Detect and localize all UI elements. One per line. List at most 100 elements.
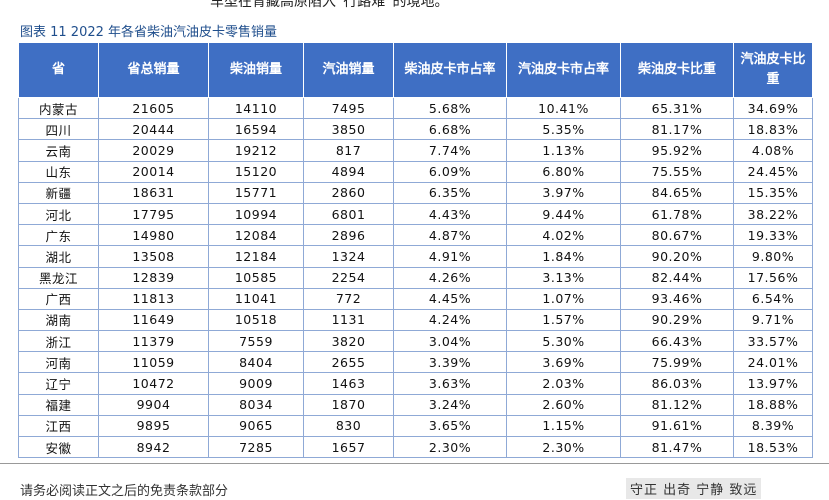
- table-cell: 10518: [208, 308, 304, 332]
- table-cell: 3.69%: [506, 351, 621, 374]
- table-cell: 20014: [98, 160, 209, 183]
- table-cell: 81.17%: [620, 118, 734, 141]
- table-cell: 11379: [98, 330, 209, 353]
- table-cell: 81.47%: [620, 435, 734, 459]
- table-cell: 6.80%: [506, 160, 621, 183]
- table-cell: 4.45%: [393, 287, 507, 310]
- table-cell: 湖南: [18, 308, 99, 332]
- table-cell: 12839: [98, 266, 209, 289]
- table-cell: 7285: [208, 435, 304, 459]
- table-cell: 15771: [208, 181, 304, 204]
- table-row: 黑龙江 12839 10585 2254 4.26% 3.13% 82.44% 17.56%: [18, 266, 813, 289]
- table-cell: 1.57%: [506, 308, 621, 332]
- table-cell: 6.68%: [393, 118, 507, 141]
- table-cell: 84.65%: [620, 181, 734, 204]
- table-cell: 17.56%: [733, 266, 813, 289]
- table-cell: 9065: [208, 414, 304, 438]
- table-cell: 广西: [18, 287, 99, 310]
- table-row: 河南 11059 8404 2655 3.39% 3.69% 75.99% 24.01%: [18, 351, 813, 374]
- table-cell: 4.24%: [393, 308, 507, 332]
- table-cell: 1324: [303, 245, 394, 268]
- table-cell: 2896: [303, 224, 394, 247]
- table-cell: 12184: [208, 245, 304, 268]
- table-cell: 61.78%: [620, 202, 734, 226]
- table-cell: 4.43%: [393, 202, 507, 226]
- table-cell: 6.09%: [393, 160, 507, 183]
- table-cell: 20444: [98, 118, 209, 141]
- table-cell: 7.74%: [393, 139, 507, 162]
- table-cell: 90.29%: [620, 308, 734, 332]
- table-cell: 9009: [208, 372, 304, 395]
- table-cell: 2655: [303, 351, 394, 374]
- table-cell: 10994: [208, 202, 304, 226]
- table-cell: 4.26%: [393, 266, 507, 289]
- table-cell: 1131: [303, 308, 394, 332]
- table-row: 广西 11813 11041 772 4.45% 1.07% 93.46% 6.54%: [18, 287, 813, 310]
- table-cell: 山东: [18, 160, 99, 183]
- table-cell: 江西: [18, 414, 99, 438]
- column-header: 汽油销量: [303, 42, 394, 98]
- table-cell: 9.71%: [733, 308, 813, 332]
- table-cell: 9895: [98, 414, 209, 438]
- table-cell: 20029: [98, 139, 209, 162]
- table-row: 河北 17795 10994 6801 4.43% 9.44% 61.78% 38.22%: [18, 202, 813, 226]
- table-cell: 772: [303, 287, 394, 310]
- table-cell: 80.67%: [620, 224, 734, 247]
- sales-table: 省省总销量 柴油销量 汽油销量 柴油皮卡市占率 汽油皮卡市占率 柴油皮卡比重 汽油皮卡比重 …: [18, 42, 813, 459]
- table-cell: 11649: [98, 308, 209, 332]
- table-row: 江西 9895 9065 830 3.65% 1.15% 91.61% 8.39%: [18, 414, 813, 438]
- table-row: 新疆 18631 15771 2860 6.35% 3.97% 84.65% 15.35%: [18, 181, 813, 204]
- table-cell: 6.54%: [733, 287, 813, 310]
- table-cell: 5.30%: [506, 330, 621, 353]
- table-cell: 16594: [208, 118, 304, 141]
- table-cell: 1.13%: [506, 139, 621, 162]
- table-cell: 18631: [98, 181, 209, 204]
- motto: 守正 出奇 宁静 致远: [626, 478, 762, 499]
- table-cell: 75.99%: [620, 351, 734, 374]
- column-header: 省: [18, 42, 99, 98]
- table-cell: 四川: [18, 118, 99, 141]
- table-cell: 19212: [208, 139, 304, 162]
- table-cell: 7495: [303, 96, 394, 120]
- table-cell: 66.43%: [620, 330, 734, 353]
- table-cell: 1.84%: [506, 245, 621, 268]
- table-cell: 15120: [208, 160, 304, 183]
- table-cell: 817: [303, 139, 394, 162]
- table-cell: 90.20%: [620, 245, 734, 268]
- table-cell: 11059: [98, 351, 209, 374]
- table-cell: 河北: [18, 202, 99, 226]
- table-cell: 38.22%: [733, 202, 813, 226]
- table-body: 内蒙古 21605 14110 7495 5.68% 10.41% 65.31% 34.69%…: [18, 96, 813, 459]
- table-cell: 4894: [303, 160, 394, 183]
- header-row: 省省总销量 柴油销量 汽油销量 柴油皮卡市占率 汽油皮卡市占率 柴油皮卡比重 汽油皮卡比重: [18, 42, 813, 98]
- lead-text: 车型在青藏高原陷入“行路难”的境地。: [210, 0, 449, 10]
- table-cell: 8034: [208, 393, 304, 416]
- table-cell: 18.83%: [733, 118, 813, 141]
- footer-rule: [0, 463, 829, 464]
- table-cell: 6.35%: [393, 181, 507, 204]
- table-cell: 3.24%: [393, 393, 507, 416]
- table-cell: 18.53%: [733, 435, 813, 459]
- table-cell: 1.15%: [506, 414, 621, 438]
- table-cell: 3850: [303, 118, 394, 141]
- table-cell: 19.33%: [733, 224, 813, 247]
- table-cell: 5.68%: [393, 96, 507, 120]
- table-cell: 4.87%: [393, 224, 507, 247]
- table-row: 安徽 8942 7285 1657 2.30% 2.30% 81.47% 18.53%: [18, 435, 813, 459]
- disclaimer: 请务必阅读正文之后的免责条款部分: [20, 484, 229, 499]
- table-cell: 830: [303, 414, 394, 438]
- table-row: 山东 20014 15120 4894 6.09% 6.80% 75.55% 24.45%: [18, 160, 813, 183]
- table-row: 云南 20029 19212 817 7.74% 1.13% 95.92% 4.08%: [18, 139, 813, 162]
- table-cell: 4.02%: [506, 224, 621, 247]
- table-cell: 7559: [208, 330, 304, 353]
- table-cell: 82.44%: [620, 266, 734, 289]
- table-cell: 福建: [18, 393, 99, 416]
- table-cell: 2.60%: [506, 393, 621, 416]
- table-cell: 75.55%: [620, 160, 734, 183]
- table-cell: 3.97%: [506, 181, 621, 204]
- table-cell: 1463: [303, 372, 394, 395]
- table-cell: 1657: [303, 435, 394, 459]
- table-cell: 4.08%: [733, 139, 813, 162]
- table-cell: 2254: [303, 266, 394, 289]
- table-cell: 24.01%: [733, 351, 813, 374]
